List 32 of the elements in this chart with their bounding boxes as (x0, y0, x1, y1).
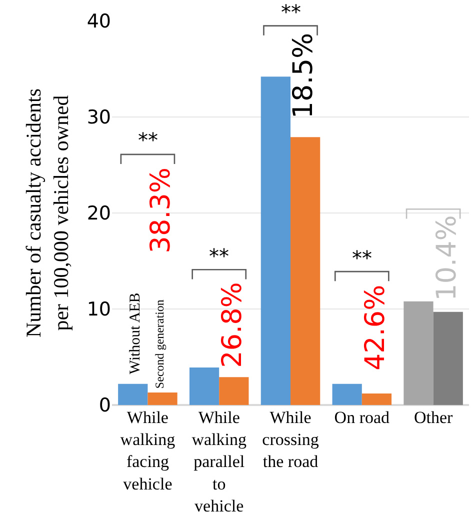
annotation: ** (281, 0, 301, 24)
x-tick-label: Other (414, 408, 453, 427)
x-tick-label: While walking facing vehicle (120, 408, 176, 494)
annotation: ** (138, 128, 158, 152)
bar (433, 312, 463, 405)
x-tick-label: While walking parallel to vehicle (192, 408, 247, 516)
bar (362, 393, 392, 405)
bar (118, 384, 148, 405)
annotation: 42.6% (360, 284, 391, 371)
annotation: ** (209, 244, 229, 268)
y-tick-label: 40 (86, 10, 111, 33)
y-tick-label: 0 (98, 394, 111, 417)
bar (260, 76, 290, 405)
y-axis-title: Number of casualty accidents per 100,000 vehicles owned (22, 88, 73, 338)
x-tick-label: While crossing the road (262, 408, 320, 472)
bar (404, 301, 434, 405)
bar (332, 384, 362, 405)
annotation: 18.5% (288, 32, 319, 119)
bar (189, 368, 220, 405)
bar (219, 377, 249, 405)
bar (148, 392, 178, 405)
y-tick-label: 30 (86, 106, 111, 129)
annotation: 26.8% (216, 282, 248, 368)
text: Without AEB (127, 292, 144, 374)
annotation: 10.4% (431, 215, 462, 301)
y-tick-label: 20 (86, 202, 111, 225)
annotation: ** (352, 246, 372, 270)
annotation: 38.3% (146, 167, 177, 254)
y-tick-label: 10 (86, 298, 111, 321)
x-tick-label: On road (334, 408, 390, 427)
text: Second generation (152, 300, 167, 389)
bar (290, 137, 320, 405)
